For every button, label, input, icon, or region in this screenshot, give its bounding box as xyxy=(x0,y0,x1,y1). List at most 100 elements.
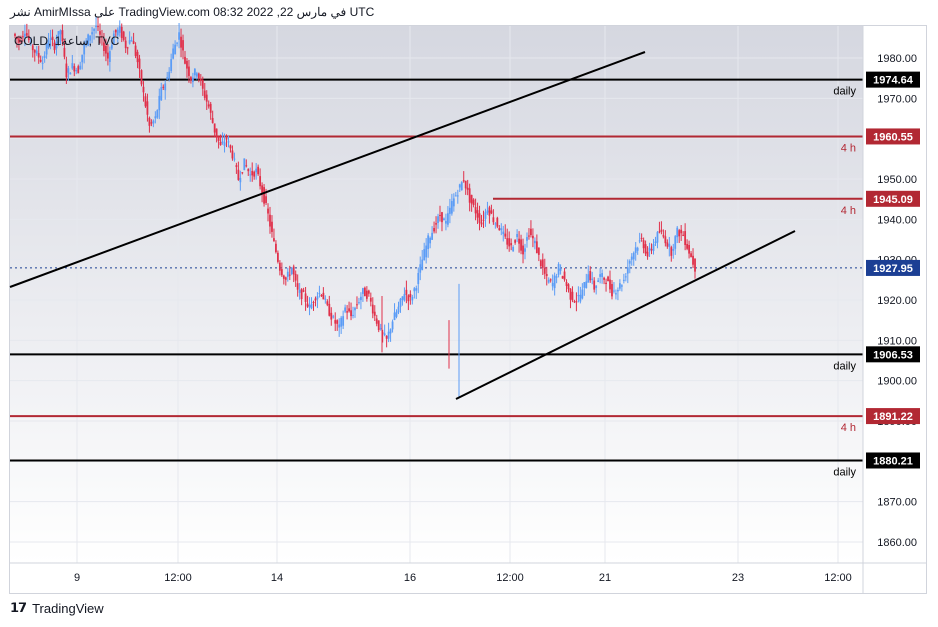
candle-body xyxy=(112,33,115,45)
candle-body xyxy=(108,51,111,62)
candle-body xyxy=(282,275,285,279)
candle-body xyxy=(607,276,609,282)
candle-body xyxy=(124,40,127,49)
candle-body xyxy=(348,308,350,312)
candle-body xyxy=(617,289,619,292)
candle-body xyxy=(186,60,188,69)
candle-body xyxy=(407,295,410,302)
x-tick-label: 12:00 xyxy=(164,572,192,584)
candle-body xyxy=(373,311,376,316)
grid xyxy=(10,26,863,563)
candle-body xyxy=(140,70,143,85)
candle-body xyxy=(103,42,105,52)
candle-body xyxy=(164,83,167,91)
level-name: daily xyxy=(833,360,856,372)
x-axis: 9 12:00 14 16 12:00 21 23 12:00 xyxy=(74,572,852,584)
price-tags: 1974.64 1960.55 1945.09 1906.53 1891.22 1880.… xyxy=(866,71,920,469)
candle-body xyxy=(439,214,441,216)
candle-body xyxy=(118,26,121,33)
y-tick-label: 1970.00 xyxy=(877,93,917,105)
symbol-title[interactable]: GOLD, 1ساعة, TVC xyxy=(14,34,120,48)
candle-body xyxy=(43,55,46,58)
candle-body xyxy=(225,138,228,140)
candle-body xyxy=(609,279,611,290)
candle-body xyxy=(134,45,137,56)
x-tick-label: 12:00 xyxy=(824,572,852,584)
candle-body xyxy=(14,33,16,36)
trendline-upper xyxy=(9,51,646,288)
candle-body xyxy=(101,36,103,38)
candle-body xyxy=(587,274,590,283)
price-tag xyxy=(866,128,920,145)
candle-body xyxy=(47,40,50,48)
candle-body xyxy=(126,47,129,49)
candle-body xyxy=(441,212,443,223)
candle-body xyxy=(304,293,307,302)
candle-body xyxy=(168,71,171,79)
candle-body xyxy=(537,247,540,255)
candle-body xyxy=(636,247,639,251)
y-tick-label: 1980.00 xyxy=(877,53,917,65)
candle-body xyxy=(694,258,696,272)
candle-body xyxy=(613,290,615,292)
candle-body xyxy=(678,230,681,237)
candle-body xyxy=(365,290,368,299)
x-tick-label: 14 xyxy=(271,572,283,584)
candle-body xyxy=(447,213,449,225)
candle-body xyxy=(646,251,649,257)
candle-body xyxy=(278,262,281,271)
candle-body xyxy=(67,68,70,73)
footer[interactable]: 𝟭𝟳 TradingView xyxy=(10,600,104,616)
candle-body xyxy=(419,264,422,273)
candle-body xyxy=(597,280,600,282)
tradingview-logo-icon: 𝟭𝟳 xyxy=(10,600,27,615)
candle-body xyxy=(314,298,317,301)
y-tick-label: 1950.00 xyxy=(877,174,917,186)
candle-body xyxy=(603,277,605,280)
candle-body xyxy=(23,33,26,37)
price-tag-label: 1906.53 xyxy=(873,349,913,361)
candle-body xyxy=(561,276,564,279)
candle-body xyxy=(686,243,689,249)
candle-body xyxy=(563,271,566,280)
candle-body xyxy=(53,42,56,51)
candle-body xyxy=(545,273,548,276)
candle-body xyxy=(690,253,692,258)
candle-body xyxy=(421,259,424,271)
candle-body xyxy=(640,237,643,239)
y-tick-label: 1900.00 xyxy=(877,376,917,388)
candle-body xyxy=(524,248,526,252)
candle-body xyxy=(144,96,147,107)
candle-body xyxy=(399,298,402,307)
candle-body xyxy=(516,234,518,238)
x-tick-label: 21 xyxy=(599,572,611,584)
candle-body xyxy=(233,158,236,160)
candle-body xyxy=(237,169,240,180)
candle-body xyxy=(377,320,380,331)
candle-body xyxy=(29,41,32,44)
candle-body xyxy=(363,287,366,297)
candle-body xyxy=(445,220,447,224)
candle-body xyxy=(156,110,159,118)
candle-body xyxy=(27,35,30,41)
candle-body xyxy=(358,302,360,304)
candle-body xyxy=(682,234,685,236)
candle-body xyxy=(83,43,86,55)
price-tag xyxy=(866,408,920,425)
candle-body xyxy=(486,210,489,213)
candle-body xyxy=(166,77,169,80)
candle-body xyxy=(182,40,184,51)
candle-body xyxy=(310,303,313,309)
candle-body xyxy=(352,314,354,316)
candle-body xyxy=(409,294,412,298)
candle-body xyxy=(205,94,208,102)
candle-body xyxy=(371,304,374,314)
level-name: 4 h xyxy=(841,422,856,434)
candle-body xyxy=(31,45,34,51)
candle-body xyxy=(484,212,487,219)
price-tag-label: 1891.22 xyxy=(873,411,913,423)
candle-body xyxy=(201,80,204,89)
candle-body xyxy=(630,256,633,260)
candle-body xyxy=(569,288,572,300)
